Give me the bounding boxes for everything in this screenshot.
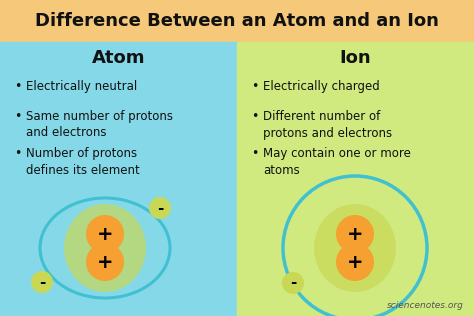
Circle shape	[282, 272, 304, 294]
Text: sciencenotes.org: sciencenotes.org	[387, 301, 464, 310]
Text: -: -	[39, 275, 45, 289]
Text: Difference Between an Atom and an Ion: Difference Between an Atom and an Ion	[35, 12, 439, 30]
Circle shape	[31, 271, 53, 293]
Circle shape	[149, 197, 171, 219]
Circle shape	[86, 243, 124, 281]
Text: •: •	[251, 147, 258, 160]
Text: Number of protons
defines its element: Number of protons defines its element	[26, 147, 140, 177]
Text: +: +	[347, 224, 363, 244]
Circle shape	[336, 243, 374, 281]
Text: •: •	[251, 110, 258, 123]
Ellipse shape	[64, 204, 146, 292]
Text: May contain one or more
atoms: May contain one or more atoms	[263, 147, 411, 177]
Bar	[0, 42, 237, 316]
Text: -: -	[157, 200, 163, 216]
Circle shape	[336, 215, 374, 253]
Text: Different number of
protons and electrons: Different number of protons and electron…	[263, 110, 392, 139]
Text: +: +	[347, 252, 363, 271]
Ellipse shape	[314, 204, 396, 292]
Text: •: •	[14, 147, 21, 160]
Circle shape	[86, 215, 124, 253]
Text: Ion: Ion	[340, 49, 371, 67]
Bar	[237, 42, 474, 316]
Text: +: +	[97, 252, 113, 271]
Text: Atom: Atom	[92, 49, 145, 67]
Text: Electrically charged: Electrically charged	[263, 80, 380, 93]
Text: Electrically neutral: Electrically neutral	[26, 80, 137, 93]
Text: •: •	[14, 80, 21, 93]
Text: -: -	[290, 276, 296, 290]
Bar	[0, 0, 474, 42]
Text: •: •	[14, 110, 21, 123]
Text: •: •	[251, 80, 258, 93]
Text: +: +	[97, 224, 113, 244]
Text: Same number of protons
and electrons: Same number of protons and electrons	[26, 110, 173, 139]
